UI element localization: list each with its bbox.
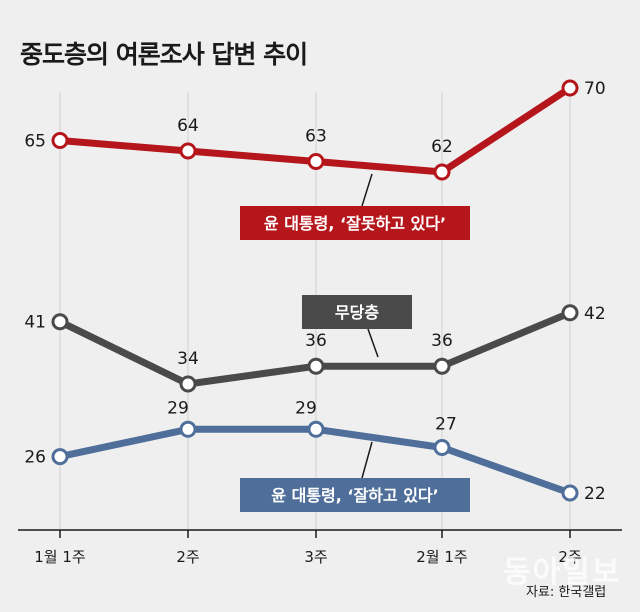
series-0-point-0 [51,132,69,149]
series-1-value-1: 34 [177,349,199,369]
series-0-value-0: 65 [24,132,46,152]
x-tick-label-0: 1월 1주 [34,548,85,566]
series-0-value-2: 63 [305,127,327,147]
series-2-point-1 [179,420,197,438]
series-2-value-2: 29 [295,398,317,418]
series-2-point-3 [433,439,451,456]
legend-label-1: 무당층 [335,303,379,322]
series-0-value-3: 62 [431,137,453,157]
series-0-point-3 [433,163,451,181]
legend-label-2: 윤 대통령, ‘잘하고 있다’ [271,486,438,505]
series-1-point-4 [561,304,579,322]
series-layer [51,79,579,502]
series-0-point-2 [307,153,325,170]
series-1-point-2 [307,357,325,375]
legend-pointer-1 [367,328,379,358]
series-2-point-0 [51,448,69,466]
series-1-value-0: 41 [24,313,46,333]
series-0-point-1 [179,142,197,160]
ticks-layer: 1월 1주 2주 3주 2월 1주 2주 [34,530,582,566]
series-2-value-4: 22 [584,484,606,504]
series-0-point-4 [561,79,579,97]
source-note: 자료: 한국갤럽 [526,585,606,600]
series-1-value-4: 42 [584,304,606,324]
legend-box-0 [240,206,470,240]
series-2-value-1: 29 [167,398,189,418]
series-1-point-0 [51,313,69,331]
series-1-value-2: 36 [305,331,327,351]
series-2-value-3: 27 [435,415,457,435]
x-tick-label-4: 2주 [558,548,581,566]
watermark: 동아일보 [503,555,621,590]
series-1-value-3: 36 [431,331,453,351]
x-tick-label-2: 3주 [304,548,327,566]
legend-box-2 [240,478,470,512]
series-1-point-3 [433,357,451,375]
series-0-value-4: 70 [584,79,606,99]
x-tick-label-3: 2월 1주 [416,548,467,566]
legend-box-1 [302,295,412,329]
legend-label-0: 윤 대통령, ‘잘못하고 있다’ [264,214,446,233]
series-2-value-0: 26 [24,448,46,468]
chart-title: 중도층의 여론조사 답변 추이 [20,40,307,69]
series-0-value-1: 64 [177,116,199,136]
series-1-point-1 [179,375,197,393]
labels-layer: 65 64 63 62 70 41 34 36 36 42 26 29 29 27 22 [24,79,605,504]
legend-pointer-0 [361,173,373,207]
legend-pointer-2 [361,441,373,479]
x-tick-label-1: 2주 [176,548,199,566]
series-2-point-4 [561,484,579,502]
series-2-point-2 [307,420,325,438]
